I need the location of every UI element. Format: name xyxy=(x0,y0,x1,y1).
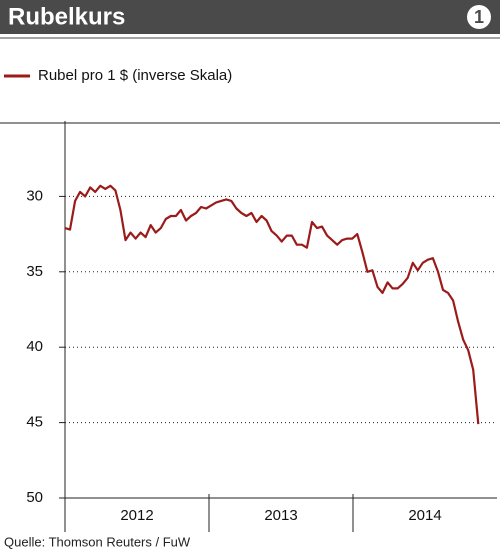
y-tick-label: 45 xyxy=(26,414,43,431)
x-tick-label: 2013 xyxy=(264,507,297,524)
chart-title: Rubelkurs xyxy=(8,3,125,30)
x-tick-label: 2014 xyxy=(408,507,441,524)
y-tick-label: 40 xyxy=(26,338,43,355)
legend-label: Rubel pro 1 $ (inverse Skala) xyxy=(38,67,232,84)
series-line xyxy=(64,184,480,425)
x-tick-label: 2012 xyxy=(120,507,153,524)
badge: 1 xyxy=(474,7,484,27)
badge-circle xyxy=(467,5,491,29)
y-tick-label: 35 xyxy=(26,263,43,280)
source: Quelle: Thomson Reuters / FuW xyxy=(4,534,191,549)
y-tick-label: 50 xyxy=(26,489,43,506)
y-tick-label: 30 xyxy=(26,187,43,204)
title-bar xyxy=(0,0,500,34)
